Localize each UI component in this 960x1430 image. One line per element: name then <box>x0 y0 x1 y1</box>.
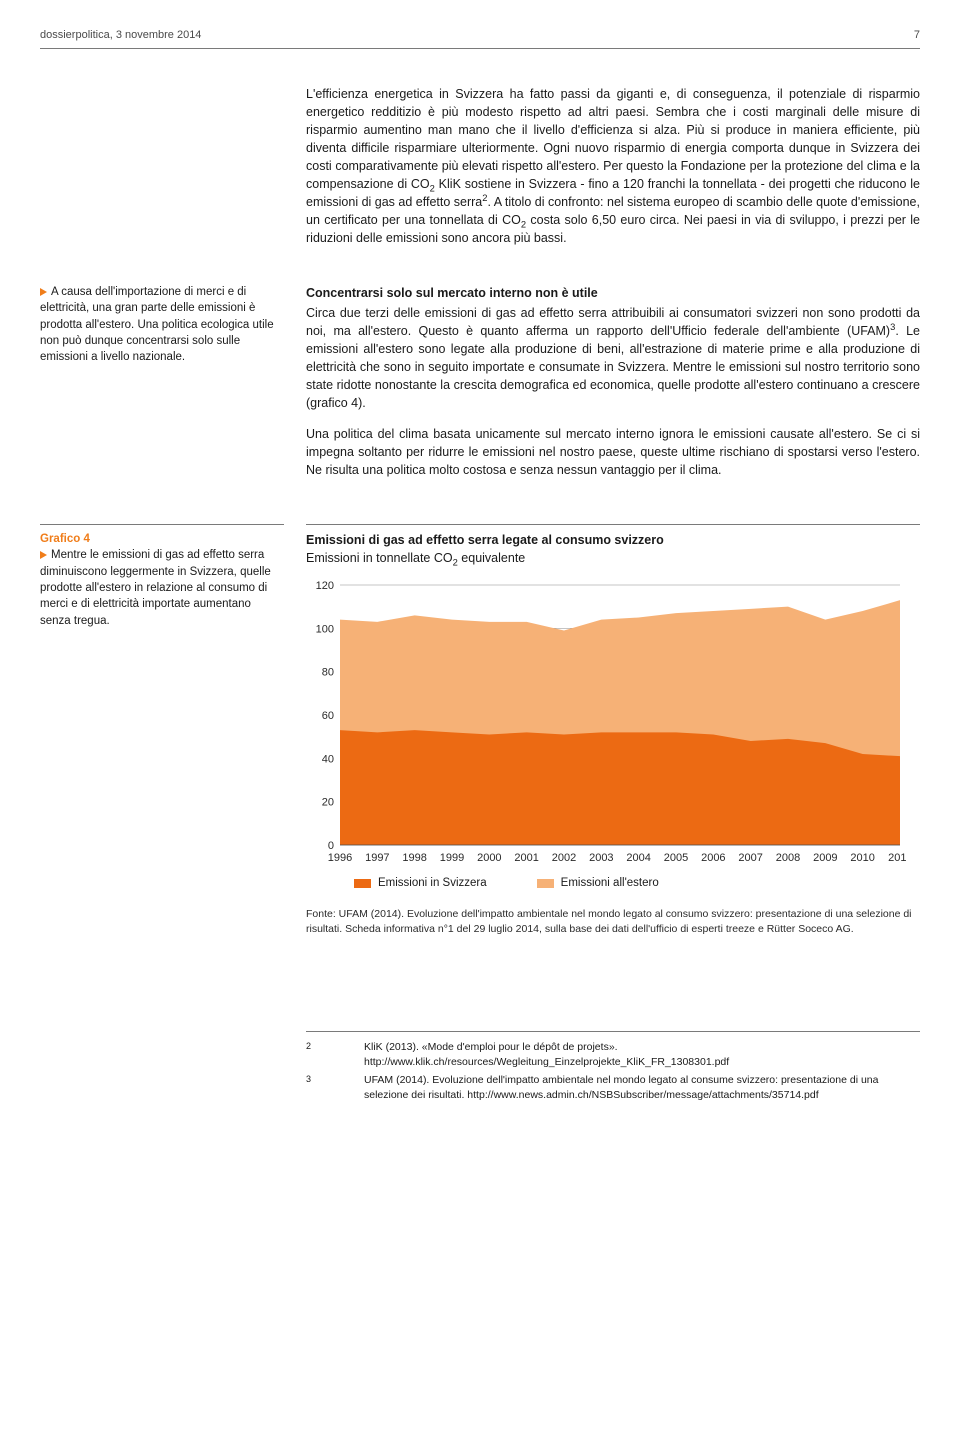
svg-text:1997: 1997 <box>365 852 389 864</box>
svg-text:2002: 2002 <box>552 852 576 864</box>
footnote-block: 2 KliK (2013). «Mode d'emploi pour le dé… <box>40 941 920 1107</box>
svg-text:100: 100 <box>316 623 334 635</box>
footnote-text: KliK (2013). «Mode d'emploi pour le dépô… <box>364 1040 920 1069</box>
chart-rule-top <box>306 524 920 525</box>
block-2: A causa dell'importazione di merci e di … <box>40 284 920 492</box>
margin-note-2: Grafico 4 Mentre le emissioni di gas ad … <box>40 531 284 629</box>
svg-text:1996: 1996 <box>328 852 352 864</box>
svg-text:2003: 2003 <box>589 852 613 864</box>
footnote-body: 2 KliK (2013). «Mode d'emploi pour le dé… <box>306 941 920 1107</box>
block-2-body: Concentrarsi solo sul mercato interno no… <box>306 284 920 492</box>
svg-text:1998: 1998 <box>402 852 426 864</box>
block-3-body: Emissioni di gas ad effetto serra legate… <box>306 516 920 937</box>
svg-text:80: 80 <box>322 667 334 679</box>
bullet-icon <box>40 551 47 559</box>
chart-subtitle: Emissioni in tonnellate CO2 equivalente <box>306 551 525 565</box>
svg-text:20: 20 <box>322 797 334 809</box>
block-1-body: L'efficienza energetica in Svizzera ha f… <box>306 85 920 260</box>
svg-text:2009: 2009 <box>813 852 837 864</box>
svg-text:2000: 2000 <box>477 852 501 864</box>
block-2-margin: A causa dell'importazione di merci e di … <box>40 284 284 492</box>
svg-text:1999: 1999 <box>440 852 464 864</box>
paragraph-3: Una politica del clima basata unicamente… <box>306 425 920 479</box>
legend-label-svizzera: Emissioni in Svizzera <box>378 875 487 892</box>
svg-text:2006: 2006 <box>701 852 725 864</box>
chart-container: 0 20 40 60 80 100 120 1996 1997 1998 1999 2000 2001 2… <box>306 577 920 867</box>
legend-item-estero: Emissioni all'estero <box>537 875 659 892</box>
footnotes: 2 KliK (2013). «Mode d'emploi pour le dé… <box>306 1031 920 1103</box>
block-3-margin: Grafico 4 Mentre le emissioni di gas ad … <box>40 516 284 937</box>
running-header: dossierpolitica, 3 novembre 2014 7 <box>40 28 920 49</box>
legend-swatch-svizzera <box>354 879 371 888</box>
svg-text:2001: 2001 <box>514 852 538 864</box>
chart-source: Fonte: UFAM (2014). Evoluzione dell'impa… <box>306 907 920 936</box>
footnote-text: UFAM (2014). Evoluzione dell'impatto amb… <box>364 1073 920 1102</box>
svg-text:2007: 2007 <box>738 852 762 864</box>
svg-text:2005: 2005 <box>664 852 688 864</box>
page-number: 7 <box>914 28 920 44</box>
svg-text:120: 120 <box>316 580 334 592</box>
chart-legend: Emissioni in Svizzera Emissioni all'este… <box>354 875 920 892</box>
bullet-icon <box>40 288 47 296</box>
footnote-margin <box>40 941 284 1107</box>
svg-text:2011: 2011 <box>888 852 906 864</box>
svg-text:2008: 2008 <box>776 852 800 864</box>
chart-titles: Emissioni di gas ad effetto serra legate… <box>306 531 920 567</box>
legend-item-svizzera: Emissioni in Svizzera <box>354 875 487 892</box>
paragraph-2: Circa due terzi delle emissioni di gas a… <box>306 304 920 412</box>
svg-text:40: 40 <box>322 753 334 765</box>
paragraph-1: L'efficienza energetica in Svizzera ha f… <box>306 85 920 247</box>
svg-text:2010: 2010 <box>850 852 874 864</box>
footnote-num: 3 <box>306 1073 316 1102</box>
legend-swatch-estero <box>537 879 554 888</box>
stacked-area-chart: 0 20 40 60 80 100 120 1996 1997 1998 1999 2000 2001 2… <box>306 577 906 867</box>
footnote-2: 2 KliK (2013). «Mode d'emploi pour le dé… <box>306 1040 920 1069</box>
svg-text:2004: 2004 <box>626 852 650 864</box>
svg-text:0: 0 <box>328 840 334 852</box>
grafico-label: Grafico 4 <box>40 533 90 545</box>
legend-label-estero: Emissioni all'estero <box>561 875 659 892</box>
margin-rule <box>40 524 284 525</box>
svg-text:60: 60 <box>322 710 334 722</box>
footnote-num: 2 <box>306 1040 316 1069</box>
section-heading: Concentrarsi solo sul mercato interno no… <box>306 284 920 302</box>
chart-title: Emissioni di gas ad effetto serra legate… <box>306 533 664 547</box>
block-3: Grafico 4 Mentre le emissioni di gas ad … <box>40 516 920 937</box>
block-1-margin <box>40 85 284 260</box>
margin-note-1: A causa dell'importazione di merci e di … <box>40 284 284 366</box>
header-left: dossierpolitica, 3 novembre 2014 <box>40 28 201 44</box>
block-1: L'efficienza energetica in Svizzera ha f… <box>40 85 920 260</box>
footnote-3: 3 UFAM (2014). Evoluzione dell'impatto a… <box>306 1073 920 1102</box>
